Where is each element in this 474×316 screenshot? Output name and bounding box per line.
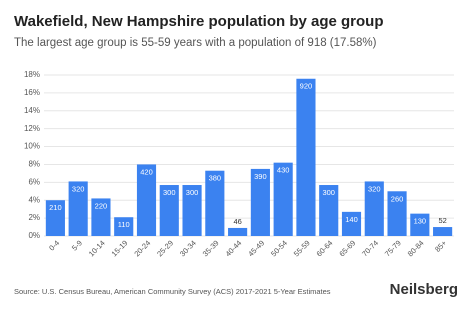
data-label: 320 [368,184,381,193]
data-label: 380 [209,174,222,183]
chart-subtitle: The largest age group is 55-59 years wit… [14,37,377,49]
data-label: 140 [345,215,358,224]
x-tick-label: 85+ [433,238,449,254]
y-tick-label: 6% [28,177,40,186]
bar [364,181,384,236]
bar [91,198,111,236]
bar [136,164,157,236]
x-tick-label: 80-84 [406,238,426,258]
x-tick-label: 5-9 [70,238,84,252]
bar [68,181,88,236]
x-tick-label: 60-64 [315,238,335,258]
data-label: 210 [49,203,62,212]
bar [228,227,248,236]
y-tick-label: 12% [24,124,40,133]
bar [114,217,134,236]
data-label: 300 [163,188,176,197]
source-note: Source: U.S. Census Bureau, American Com… [14,287,331,296]
bar [296,78,316,236]
data-label: 300 [186,188,199,197]
y-tick-label: 2% [28,213,40,222]
bar [159,185,179,236]
data-label: 320 [72,184,85,193]
x-tick-label: 25-29 [155,238,175,258]
x-tick-label: 40-44 [223,238,243,258]
data-label: 300 [322,188,335,197]
data-label: 220 [95,201,108,210]
x-tick-label: 20-24 [132,238,152,258]
y-tick-label: 8% [28,160,40,169]
data-label: 110 [118,220,130,229]
x-tick-label: 30-34 [178,238,198,258]
x-tick-label: 50-54 [269,238,289,258]
data-label: 390 [254,172,267,181]
data-label: 260 [391,194,404,203]
y-tick-label: 10% [24,142,40,151]
bar [45,200,65,236]
x-tick-label: 70-74 [360,238,380,258]
bar [410,213,430,236]
y-tick-label: 18% [24,70,40,79]
y-tick-label: 14% [24,106,40,115]
bar [205,170,225,236]
y-tick-label: 0% [28,231,40,240]
data-label: 420 [140,167,153,176]
bar [182,185,202,236]
x-tick-label: 45-49 [246,238,266,258]
bar [319,185,339,236]
x-tick-label: 65-69 [337,238,357,258]
data-label: 46 [233,217,241,226]
x-tick-label: 75-79 [383,238,403,258]
x-tick-label: 15-19 [110,238,130,258]
bar [387,191,407,236]
data-label: 130 [414,217,427,226]
x-tick-label: 35-39 [201,238,221,258]
bar [273,162,293,236]
data-label: 430 [277,166,290,175]
x-tick-label: 0-4 [47,238,61,252]
data-label: 920 [300,82,313,91]
y-tick-label: 4% [28,195,40,204]
brand-logo: Neilsberg [390,281,458,298]
x-tick-label: 10-14 [87,238,107,258]
y-tick-label: 16% [24,88,40,97]
data-label: 52 [438,216,446,225]
bar [433,227,453,236]
x-tick-label: 55-59 [292,238,312,258]
bar [250,168,270,236]
chart-title: Wakefield, New Hampshire population by a… [14,13,384,30]
bar [341,211,362,236]
